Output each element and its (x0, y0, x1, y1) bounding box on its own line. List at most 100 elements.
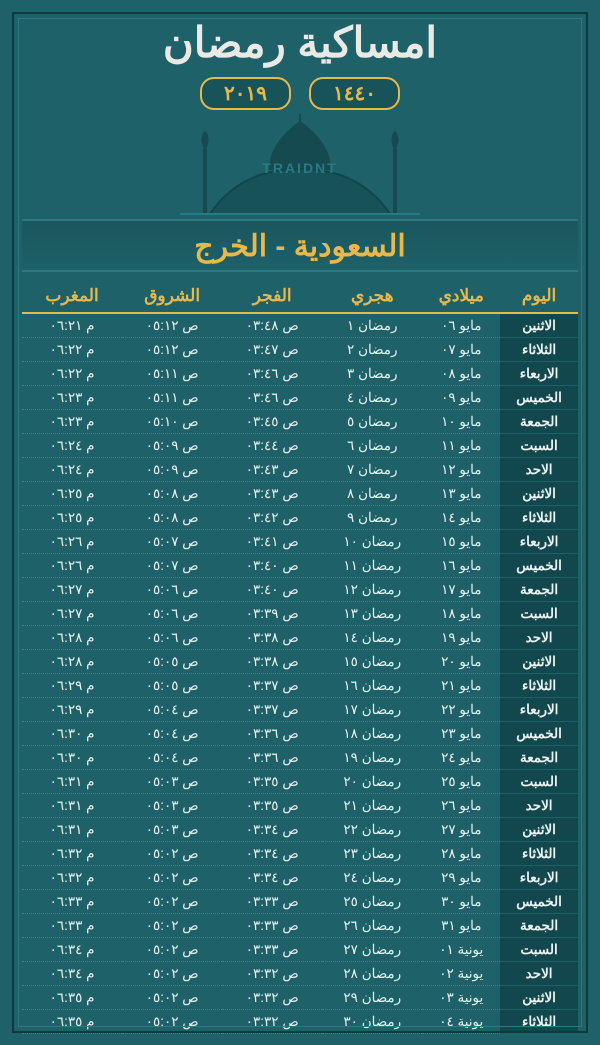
cell-day: الاحد (500, 626, 578, 650)
cell-value: مايو ١٤ (422, 506, 500, 530)
table-row: الخميسمايو ٣٠رمضان ٢٥ص ٠٣:٣٣ص ٠٥:٠٢م ٠٦:… (22, 890, 578, 914)
year-pills: ١٤٤٠ ٢٠١٩ (0, 77, 600, 110)
cell-value: ص ٠٥:٠٢ (122, 842, 222, 866)
col-gregorian: ميلادي (422, 280, 500, 313)
cell-value: م ٠٦:٣٠ (22, 746, 122, 770)
cell-value: ص ٠٣:٣٢ (222, 1010, 322, 1034)
cell-value: ص ٠٥:٠٢ (122, 986, 222, 1010)
cell-day: الثلاثاء (500, 842, 578, 866)
cell-value: ص ٠٣:٣٥ (222, 794, 322, 818)
cell-day: الثلاثاء (500, 1010, 578, 1034)
cell-value: م ٠٦:٣٣ (22, 890, 122, 914)
cell-value: ص ٠٥:٠٤ (122, 698, 222, 722)
cell-value: م ٠٦:٣٠ (22, 722, 122, 746)
cell-value: ص ٠٣:٤٠ (222, 554, 322, 578)
cell-day: الثلاثاء (500, 674, 578, 698)
cell-value: ص ٠٥:٠٦ (122, 626, 222, 650)
location-title: السعودية - الخرج (22, 219, 578, 272)
cell-value: ص ٠٣:٤١ (222, 530, 322, 554)
cell-value: ص ٠٥:٠٤ (122, 722, 222, 746)
cell-value: م ٠٦:٣٤ (22, 938, 122, 962)
cell-value: مايو ١٩ (422, 626, 500, 650)
cell-value: م ٠٦:٢٦ (22, 530, 122, 554)
col-maghrib: المغرب (22, 280, 122, 313)
cell-value: مايو ٢٤ (422, 746, 500, 770)
cell-value: ص ٠٥:٠٥ (122, 650, 222, 674)
cell-value: رمضان ١٠ (322, 530, 422, 554)
cell-value: مايو ١٠ (422, 410, 500, 434)
cell-value: يونية ٠١ (422, 938, 500, 962)
table-row: الاثنينمايو ٢٧رمضان ٢٢ص ٠٣:٣٤ص ٠٥:٠٣م ٠٦… (22, 818, 578, 842)
table-header-row: اليوم ميلادي هجري الفجر الشروق المغرب (22, 280, 578, 313)
cell-value: ص ٠٥:٠٦ (122, 578, 222, 602)
cell-value: رمضان ١٢ (322, 578, 422, 602)
cell-value: رمضان ٣٠ (322, 1010, 422, 1034)
brand-label: TRAIDNT (150, 160, 450, 176)
cell-value: مايو ١٦ (422, 554, 500, 578)
cell-day: السبت (500, 938, 578, 962)
cell-value: ص ٠٥:٠٢ (122, 890, 222, 914)
cell-day: السبت (500, 602, 578, 626)
cell-day: الثلاثاء (500, 506, 578, 530)
cell-value: م ٠٦:٣٣ (22, 914, 122, 938)
cell-value: م ٠٦:٢٨ (22, 650, 122, 674)
cell-value: ص ٠٣:٤٦ (222, 386, 322, 410)
cell-value: مايو ٢٣ (422, 722, 500, 746)
cell-value: رمضان ١٨ (322, 722, 422, 746)
cell-value: رمضان ٢٢ (322, 818, 422, 842)
cell-value: م ٠٦:٢٧ (22, 602, 122, 626)
cell-day: الاثنين (500, 482, 578, 506)
cell-value: ص ٠٣:٣٦ (222, 746, 322, 770)
header: امساكية رمضان ١٤٤٠ ٢٠١٩ TRAIDNT (0, 0, 600, 219)
cell-value: م ٠٦:٣١ (22, 794, 122, 818)
cell-value: يونية ٠٤ (422, 1010, 500, 1034)
cell-value: مايو ١٢ (422, 458, 500, 482)
cell-value: رمضان ١٦ (322, 674, 422, 698)
cell-value: رمضان ١٤ (322, 626, 422, 650)
cell-value: ص ٠٥:٠٦ (122, 602, 222, 626)
table-row: الاربعاءمايو ١٥رمضان ١٠ص ٠٣:٤١ص ٠٥:٠٧م ٠… (22, 530, 578, 554)
table-row: الاربعاءمايو ٠٨رمضان ٣ص ٠٣:٤٦ص ٠٥:١١م ٠٦… (22, 362, 578, 386)
cell-value: ص ٠٥:٠٢ (122, 866, 222, 890)
cell-value: ص ٠٣:٤٣ (222, 482, 322, 506)
cell-value: رمضان ٢٠ (322, 770, 422, 794)
cell-value: ص ٠٥:٠٨ (122, 506, 222, 530)
cell-value: م ٠٦:٢٣ (22, 410, 122, 434)
cell-value: مايو ١٨ (422, 602, 500, 626)
cell-day: الخميس (500, 890, 578, 914)
table-row: الثلاثاءمايو ٠٧رمضان ٢ص ٠٣:٤٧ص ٠٥:١٢م ٠٦… (22, 338, 578, 362)
cell-value: م ٠٦:٢٢ (22, 338, 122, 362)
cell-value: م ٠٦:٣٥ (22, 1010, 122, 1034)
cell-value: ص ٠٣:٣٧ (222, 674, 322, 698)
table-row: الاحدمايو ٢٦رمضان ٢١ص ٠٣:٣٥ص ٠٥:٠٣م ٠٦:٣… (22, 794, 578, 818)
cell-day: الاثنين (500, 650, 578, 674)
cell-value: ص ٠٣:٤٥ (222, 410, 322, 434)
cell-value: ص ٠٣:٣٤ (222, 866, 322, 890)
cell-value: م ٠٦:٣٢ (22, 866, 122, 890)
cell-value: ص ٠٣:٣٤ (222, 818, 322, 842)
cell-value: ص ٠٣:٣٨ (222, 626, 322, 650)
cell-day: الاربعاء (500, 698, 578, 722)
cell-value: ص ٠٣:٣٣ (222, 914, 322, 938)
cell-value: م ٠٦:٢٨ (22, 626, 122, 650)
cell-value: ص ٠٣:٣٢ (222, 962, 322, 986)
cell-day: الاثنين (500, 986, 578, 1010)
col-day: اليوم (500, 280, 578, 313)
table-row: الاثنينيونية ٠٣رمضان ٢٩ص ٠٣:٣٢ص ٠٥:٠٢م ٠… (22, 986, 578, 1010)
cell-day: الاربعاء (500, 530, 578, 554)
cell-value: ص ٠٥:٠٩ (122, 458, 222, 482)
table-row: الاحدمايو ١٢رمضان ٧ص ٠٣:٤٣ص ٠٥:٠٩م ٠٦:٢٤ (22, 458, 578, 482)
cell-value: مايو ٢٩ (422, 866, 500, 890)
cell-value: م ٠٦:٢٢ (22, 362, 122, 386)
table-row: الاربعاءمايو ٢٢رمضان ١٧ص ٠٣:٣٧ص ٠٥:٠٤م ٠… (22, 698, 578, 722)
cell-value: ص ٠٥:١٢ (122, 313, 222, 338)
cell-value: م ٠٦:٢٥ (22, 506, 122, 530)
cell-value: م ٠٦:٣١ (22, 818, 122, 842)
cell-value: ص ٠٣:٣٦ (222, 722, 322, 746)
cell-value: ص ٠٥:٠٣ (122, 770, 222, 794)
cell-day: الاثنين (500, 313, 578, 338)
gregorian-year-badge: ٢٠١٩ (200, 77, 291, 110)
cell-value: ص ٠٣:٤٤ (222, 434, 322, 458)
cell-value: ص ٠٣:٣٥ (222, 770, 322, 794)
cell-value: رمضان ٢٣ (322, 842, 422, 866)
